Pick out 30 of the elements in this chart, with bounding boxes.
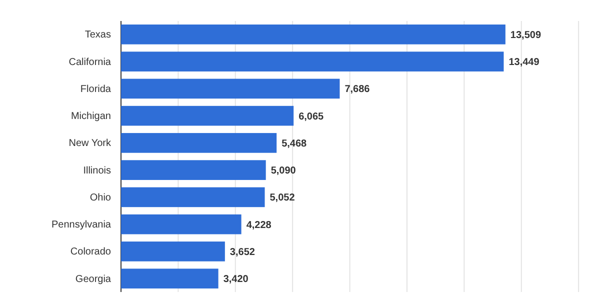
- data-label: 4,228: [246, 220, 272, 231]
- y-tick-label: Georgia: [75, 274, 112, 285]
- y-tick-label: Texas: [84, 30, 111, 41]
- data-label: 3,420: [223, 274, 249, 286]
- y-tick-label: Illinois: [83, 165, 111, 176]
- bar: [121, 78, 340, 99]
- y-tick-label: Michigan: [70, 111, 111, 122]
- bar: [121, 52, 504, 72]
- data-label: 7,686: [344, 84, 370, 96]
- bar: [121, 24, 506, 44]
- bar: [121, 214, 242, 234]
- bar: [121, 106, 294, 126]
- bar: [121, 160, 266, 180]
- y-tick-label: Florida: [80, 84, 112, 95]
- data-label: 5,052: [270, 192, 296, 204]
- bar: [121, 242, 225, 262]
- y-tick-label: Colorado: [70, 246, 112, 258]
- y-tick-label: New York: [68, 138, 112, 150]
- bar: [121, 133, 277, 153]
- bar: [121, 268, 218, 288]
- bar: [121, 187, 265, 208]
- y-tick-label: Ohio: [90, 192, 112, 204]
- data-label: 13,509: [510, 30, 542, 41]
- data-label: 3,652: [230, 246, 256, 258]
- data-label: 6,065: [298, 111, 324, 122]
- y-tick-label: Pennsylvania: [52, 220, 112, 231]
- data-label: 5,468: [282, 138, 308, 150]
- data-label: 5,090: [270, 166, 296, 177]
- data-label: 13,449: [508, 57, 540, 68]
- y-tick-label: California: [68, 56, 112, 68]
